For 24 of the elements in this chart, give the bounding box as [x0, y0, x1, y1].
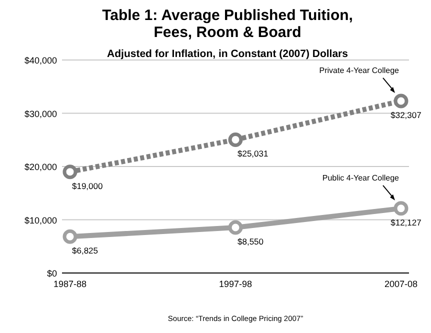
data-label: $6,825 [72, 246, 98, 256]
chart-subtitle: Adjusted for Inflation, in Constant (2007) Dollars [107, 48, 348, 60]
data-label: $12,127 [390, 217, 422, 228]
point [62, 164, 78, 180]
y-tick-label: $30,000 [24, 108, 57, 119]
data-label: $8,550 [238, 236, 264, 246]
data-label: $32,307 [390, 110, 422, 120]
y-tick-label: $40,000 [24, 56, 57, 66]
y-tick-label: $20,000 [24, 162, 57, 172]
point [394, 94, 408, 108]
point [394, 201, 408, 216]
x-tick-label: 2007-08 [384, 279, 418, 289]
chart-title: Table 1: Average Published Tuition, Fees, Room & Board [102, 7, 353, 41]
text: Private 4-Year College [319, 66, 400, 75]
data-label: $25,031 [238, 148, 268, 159]
point [228, 132, 243, 147]
point [228, 220, 243, 235]
data-label: $19,000 [72, 180, 103, 191]
y-tick-label: $0 [46, 268, 57, 278]
point [62, 229, 78, 244]
x-tick-label: 1997-98 [218, 279, 252, 289]
x-tick-label: 1987-88 [53, 279, 87, 289]
y-tick-label: $10,000 [24, 215, 57, 226]
text: Public 4-Year College [322, 173, 400, 182]
